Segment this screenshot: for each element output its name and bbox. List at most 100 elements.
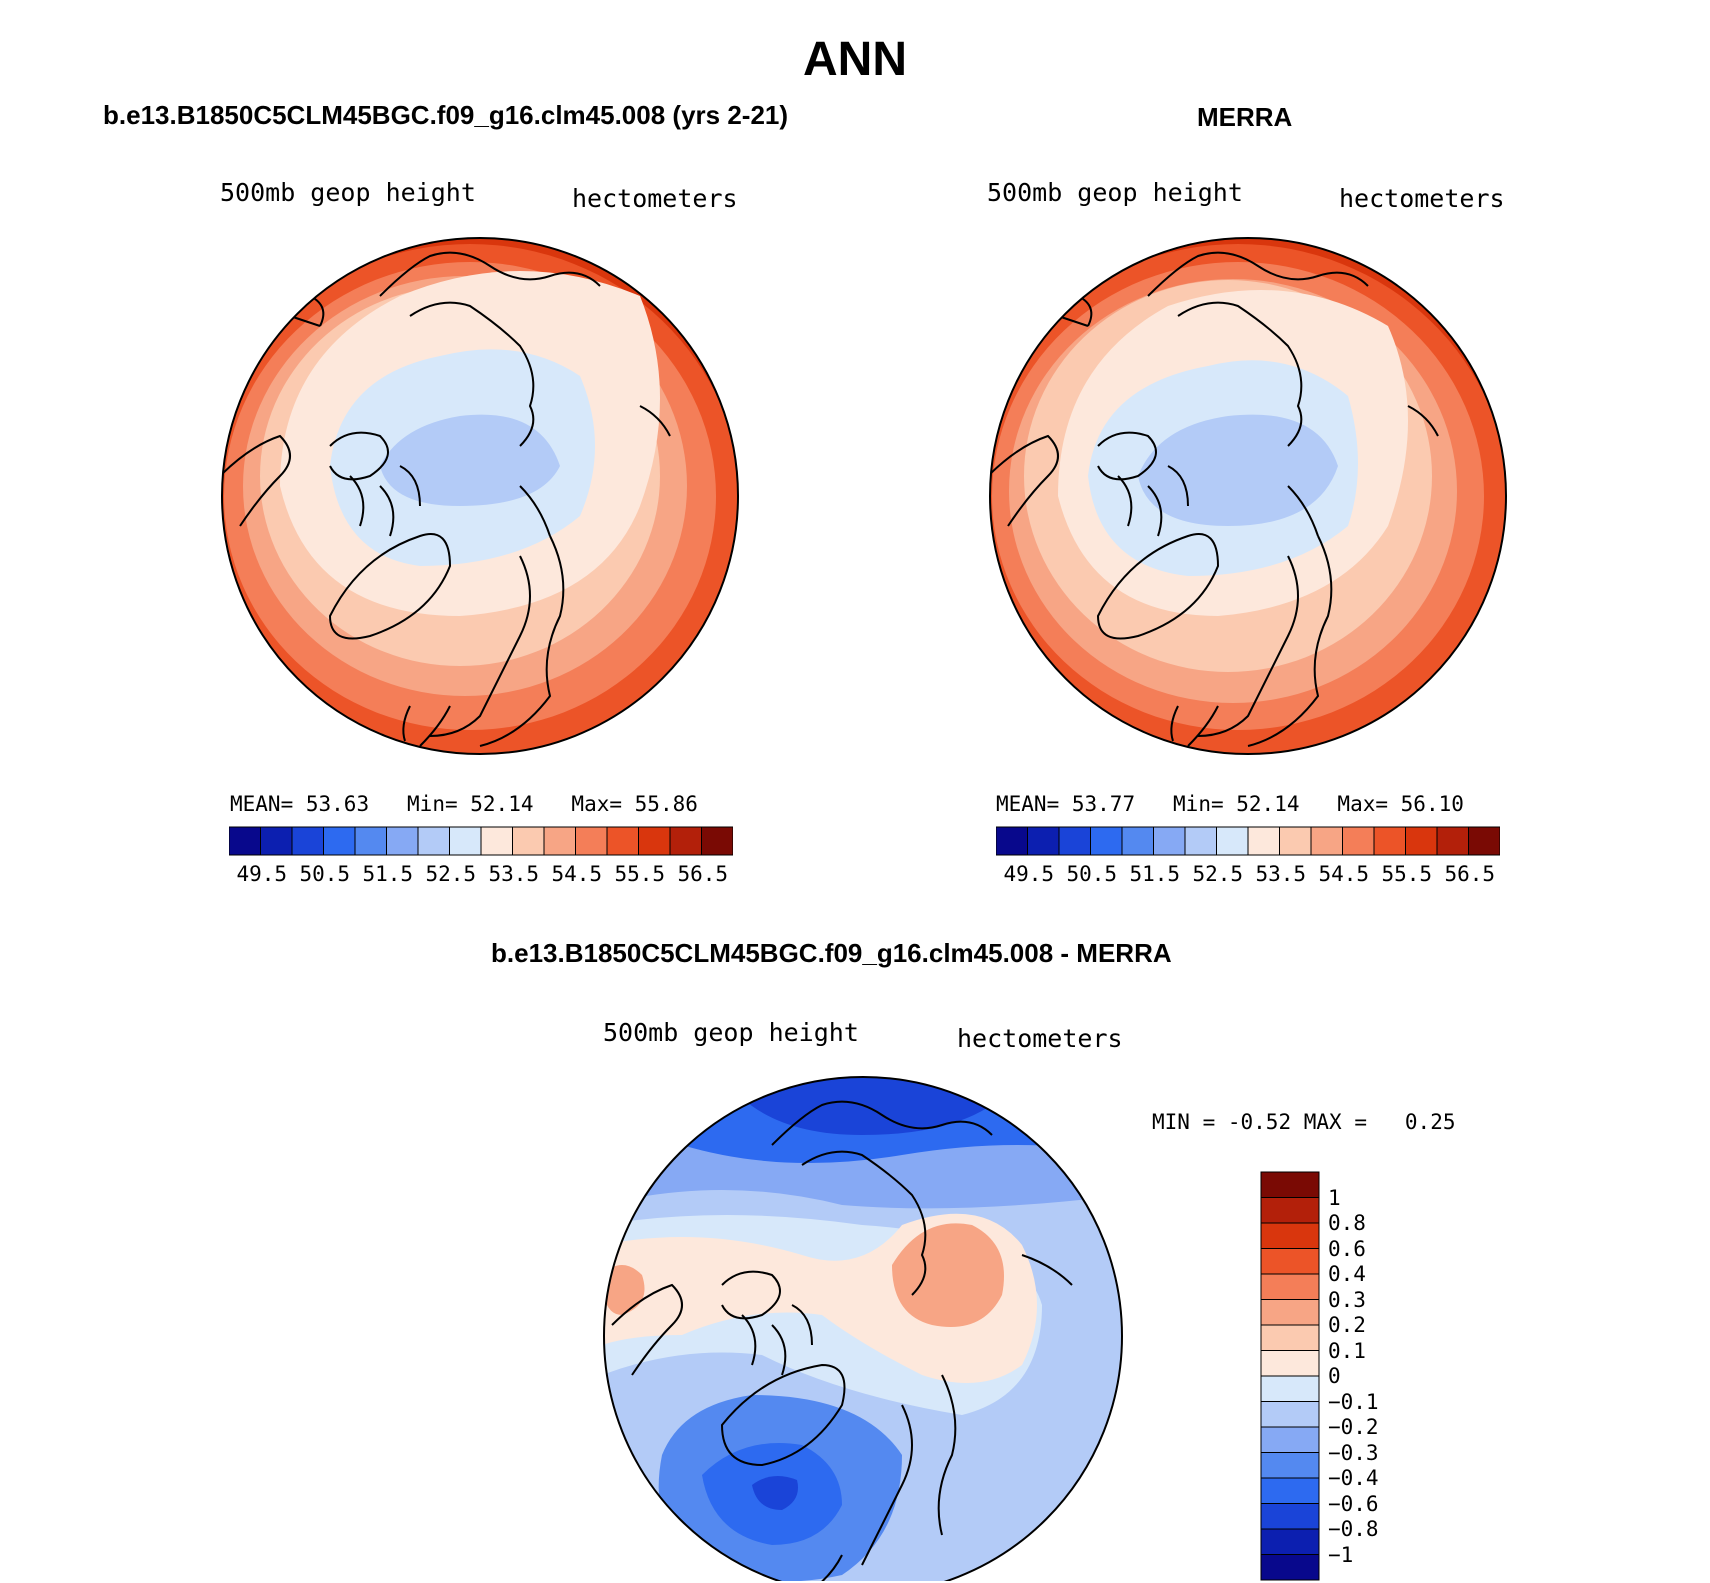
panel3-stats: MIN = -0.52 MAX = 0.25 — [1152, 1110, 1455, 1134]
colorbar-tick-label: −1 — [1328, 1542, 1354, 1567]
colorbar-tick-label: −0.1 — [1328, 1389, 1379, 1414]
colorbar-swatch — [1279, 826, 1312, 856]
panel2-max-label: Max= — [1337, 792, 1388, 816]
panel1-polar-map — [221, 237, 739, 755]
colorbar-tick-label: 0.8 — [1328, 1211, 1366, 1235]
panel3-colorbar-ticks: 1 0.8 0.6 0.4 0.3 0.2 0.1 0 −0.1 −0.2 −0.3 −0.4 −0.6… — [1328, 1171, 1418, 1581]
colorbar-swatch — [1260, 1324, 1320, 1351]
colorbar-swatch — [638, 826, 671, 856]
colorbar-swatch — [606, 826, 639, 856]
colorbar-swatch — [1260, 1477, 1320, 1504]
panel2-title: MERRA — [1197, 102, 1293, 132]
panel3-variable-label: 500mb geop height — [603, 1018, 859, 1047]
panel3-max-label: MAX = — [1303, 1110, 1367, 1134]
panel1-colorbar — [229, 826, 733, 856]
colorbar-tick-label: 56.5 — [1444, 862, 1496, 886]
colorbar-swatch — [1121, 826, 1154, 856]
colorbar-swatch — [1342, 826, 1375, 856]
colorbar-tick-label: −0.4 — [1328, 1466, 1379, 1490]
colorbar-swatch — [1260, 1299, 1320, 1326]
panel1-min-value: 52.14 — [470, 792, 534, 816]
colorbar-tick-label: 54.5 — [551, 862, 603, 886]
colorbar-tick-label: 0 — [1328, 1364, 1341, 1388]
colorbar-swatch — [1090, 826, 1123, 856]
colorbar-swatch — [1247, 826, 1280, 856]
colorbar-swatch — [1468, 826, 1500, 856]
panel1-colorbar-ticks: 49.5 50.5 51.5 52.5 53.5 54.5 55.5 56.5 — [229, 862, 733, 888]
colorbar-tick-label: 52.5 — [425, 862, 477, 886]
colorbar-swatch — [386, 826, 419, 856]
colorbar-tick-label: 56.5 — [677, 862, 729, 886]
colorbar-tick-label: 51.5 — [362, 862, 414, 886]
colorbar-swatch — [543, 826, 576, 856]
colorbar-tick-label: −0.3 — [1328, 1440, 1379, 1465]
panel2-mean-label: MEAN= — [996, 792, 1060, 816]
panel1-mean-label: MEAN= — [230, 792, 294, 816]
panel3-min-value: -0.52 — [1227, 1110, 1292, 1134]
colorbar-swatch — [354, 826, 387, 856]
panel1-units-label: hectometers — [572, 184, 738, 213]
panel3-max-value: 0.25 — [1404, 1110, 1456, 1134]
colorbar-swatch — [1260, 1273, 1320, 1300]
colorbar-swatch — [229, 826, 261, 856]
colorbar-tick-label: 50.5 — [1066, 862, 1118, 886]
colorbar-swatch — [1184, 826, 1217, 856]
colorbar-swatch — [1436, 826, 1469, 856]
panel2-variable-label: 500mb geop height — [987, 178, 1243, 207]
colorbar-tick-label: 0.2 — [1328, 1313, 1366, 1337]
colorbar-tick-label: −0.6 — [1328, 1491, 1379, 1516]
colorbar-tick-label: 52.5 — [1192, 862, 1244, 886]
colorbar-tick-label: 0.6 — [1328, 1236, 1366, 1261]
panel1-max-label: Max= — [571, 792, 622, 816]
panel1-max-value: 55.86 — [634, 792, 698, 816]
colorbar-tick-label: 0.4 — [1328, 1262, 1366, 1286]
panel2-stats: MEAN= 53.77 Min= 52.14 Max= 56.10 — [996, 792, 1464, 816]
colorbar-tick-label: −0.2 — [1328, 1415, 1379, 1439]
panel2-min-value: 52.14 — [1236, 792, 1300, 816]
panel2-colorbar-ticks: 49.5 50.5 51.5 52.5 53.5 54.5 55.5 56.5 — [996, 862, 1500, 888]
panel3-min-label: MIN = — [1152, 1110, 1216, 1134]
colorbar-tick-label: 1 — [1328, 1185, 1341, 1210]
colorbar-swatch — [1260, 1528, 1320, 1555]
colorbar-tick-label: 49.5 — [236, 862, 288, 886]
colorbar-swatch — [1260, 1426, 1320, 1453]
panel2-mean-value: 53.77 — [1071, 792, 1136, 816]
colorbar-tick-label: 55.5 — [614, 862, 666, 886]
colorbar-swatch — [1260, 1503, 1320, 1530]
colorbar-tick-label: 49.5 — [1003, 862, 1055, 886]
colorbar-swatch — [417, 826, 450, 856]
panel2-units-label: hectometers — [1339, 184, 1505, 213]
colorbar-swatch — [669, 826, 702, 856]
colorbar-swatch — [996, 826, 1028, 856]
colorbar-tick-label: 54.5 — [1318, 862, 1370, 886]
colorbar-swatch — [1260, 1452, 1320, 1479]
colorbar-swatch — [1260, 1171, 1320, 1198]
colorbar-swatch — [1260, 1350, 1320, 1377]
colorbar-swatch — [1260, 1375, 1320, 1402]
colorbar-swatch — [1260, 1197, 1320, 1224]
colorbar-tick-label: 0.1 — [1328, 1338, 1366, 1363]
colorbar-tick-label: 53.5 — [1255, 862, 1307, 886]
colorbar-swatch — [575, 826, 608, 856]
colorbar-tick-label: 55.5 — [1381, 862, 1433, 886]
panel1-stats: MEAN= 53.63 Min= 52.14 Max= 55.86 — [230, 792, 698, 816]
colorbar-tick-label: 50.5 — [299, 862, 351, 886]
colorbar-tick-label: 51.5 — [1129, 862, 1181, 886]
colorbar-swatch — [512, 826, 545, 856]
colorbar-swatch — [1058, 826, 1091, 856]
panel2-polar-map — [989, 237, 1507, 755]
panel3-colorbar — [1260, 1171, 1320, 1581]
colorbar-swatch — [1153, 826, 1186, 856]
colorbar-swatch — [323, 826, 356, 856]
colorbar-swatch — [1260, 1222, 1320, 1249]
colorbar-swatch — [1260, 1248, 1320, 1275]
colorbar-swatch — [1405, 826, 1438, 856]
figure-title: ANN — [803, 33, 907, 86]
colorbar-swatch — [701, 826, 733, 856]
panel3-units-label: hectometers — [957, 1024, 1123, 1053]
colorbar-swatch — [480, 826, 513, 856]
panel3-polar-map — [603, 1076, 1123, 1581]
panel1-title: b.e13.B1850C5CLM45BGC.f09_g16.clm45.008 … — [103, 100, 789, 130]
panel2-min-label: Min= — [1173, 792, 1224, 816]
panel2-colorbar — [996, 826, 1500, 856]
